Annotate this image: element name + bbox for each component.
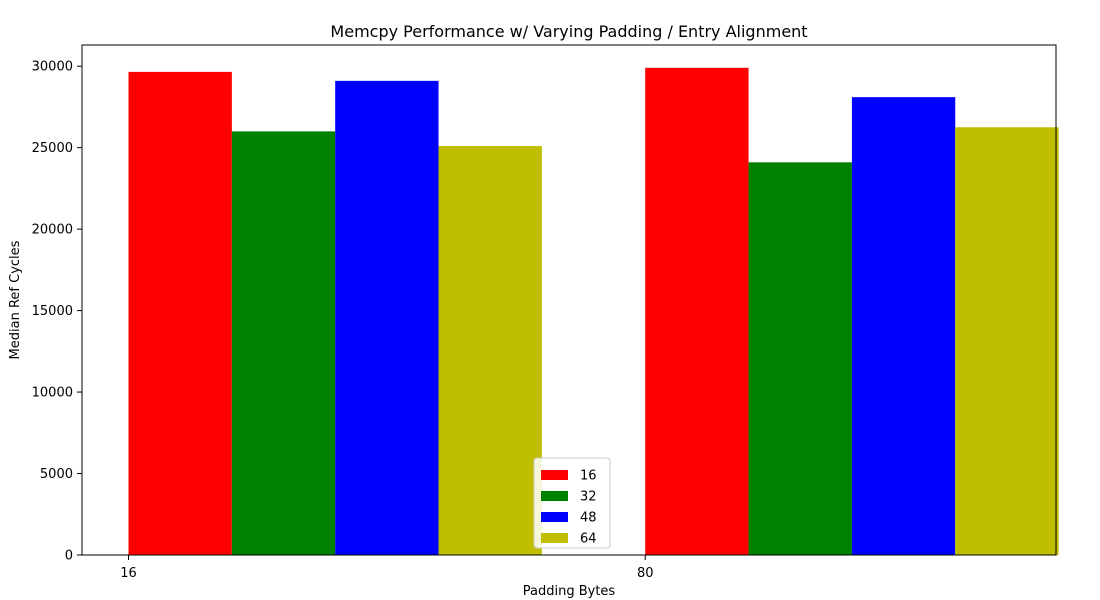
legend-swatch-16 bbox=[541, 470, 568, 480]
bar-series-32-16 bbox=[231, 131, 336, 555]
x-axis: 16 80 bbox=[120, 555, 653, 581]
bar-series-16-80 bbox=[645, 67, 749, 556]
legend-label-32: 32 bbox=[580, 490, 597, 505]
y-axis: 0 5000 10000 15000 20000 25000 30000 bbox=[32, 60, 82, 564]
bar-series-64-16 bbox=[438, 146, 542, 555]
legend-swatch-48 bbox=[541, 512, 568, 522]
y-tick-label-10000: 10000 bbox=[32, 386, 73, 401]
legend: 16 32 48 64 bbox=[533, 457, 611, 549]
x-axis-label: Padding Bytes bbox=[523, 584, 616, 599]
legend-label-48: 48 bbox=[580, 511, 597, 526]
y-tick-label-25000: 25000 bbox=[32, 141, 73, 156]
bar-series-64-80 bbox=[955, 127, 1059, 555]
y-axis-label: Median Ref Cycles bbox=[8, 240, 23, 359]
bar-series-32-80 bbox=[748, 162, 852, 556]
y-tick-label-0: 0 bbox=[65, 549, 73, 564]
bar-series-48-16 bbox=[335, 80, 439, 555]
x-tick-label-16: 16 bbox=[120, 566, 137, 581]
legend-swatch-32 bbox=[541, 491, 568, 501]
y-tick-label-30000: 30000 bbox=[32, 60, 73, 75]
plot-frame bbox=[81, 44, 1057, 556]
y-tick-label-20000: 20000 bbox=[32, 223, 73, 238]
legend-label-64: 64 bbox=[580, 532, 597, 547]
y-tick-label-15000: 15000 bbox=[32, 304, 73, 319]
bar-series-48-80 bbox=[851, 97, 956, 556]
chart-title: Memcpy Performance w/ Varying Padding / … bbox=[330, 22, 807, 41]
legend-frame bbox=[533, 457, 611, 549]
legend-swatch-64 bbox=[541, 533, 568, 543]
x-tick-label-80: 80 bbox=[637, 566, 654, 581]
legend-label-16: 16 bbox=[580, 469, 597, 484]
bars-layer bbox=[128, 67, 1059, 556]
y-tick-label-5000: 5000 bbox=[40, 467, 73, 482]
bar-series-16-16 bbox=[128, 71, 232, 556]
